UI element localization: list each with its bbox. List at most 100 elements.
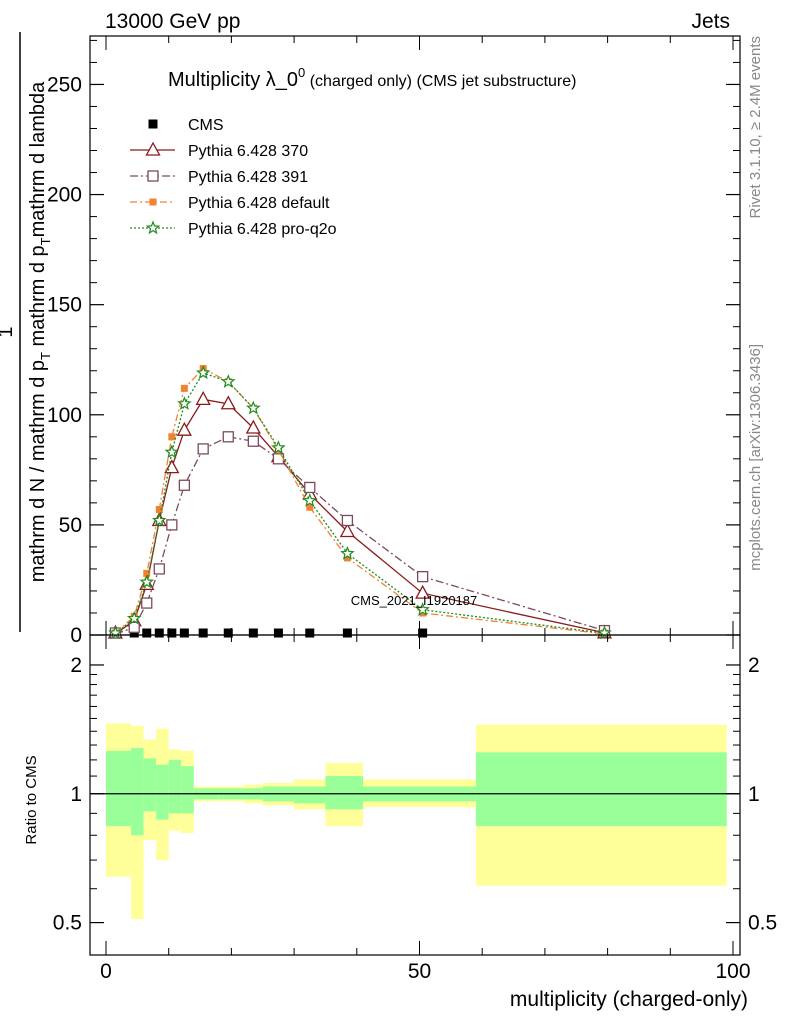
data-point — [139, 574, 155, 589]
chart-title-sup: 0 — [298, 65, 305, 80]
series-cms — [110, 628, 428, 638]
stat-uncertainty-band — [168, 759, 182, 814]
ratio-x-tick-label: 0 — [100, 960, 112, 983]
data-point — [154, 628, 164, 638]
stat-uncertainty-band — [131, 747, 144, 836]
data-point — [142, 628, 152, 638]
data-point — [247, 435, 259, 447]
data-point — [168, 433, 176, 441]
data-point — [164, 444, 180, 459]
data-point — [305, 628, 315, 638]
data-point — [128, 621, 140, 633]
data-point — [223, 628, 233, 638]
series-line — [114, 367, 605, 635]
ratio-y-tick-label: 1 — [70, 783, 82, 806]
data-point — [141, 597, 153, 609]
data-point — [415, 602, 430, 616]
data-point — [343, 554, 351, 562]
data-point — [415, 584, 431, 599]
data-point — [180, 384, 188, 392]
main-y-tick-label: 50 — [59, 514, 82, 537]
data-point — [179, 628, 189, 638]
ratio-panel-frame — [89, 634, 741, 956]
data-point — [178, 479, 191, 491]
data-point — [145, 220, 161, 235]
legend-entry: Pythia 6.428 391 — [130, 169, 308, 186]
main-y-tick-label: 100 — [47, 404, 82, 427]
data-point — [222, 431, 234, 443]
ratio-x-tick-label: 100 — [715, 960, 750, 983]
ratio-y-tick-label-right: 1 — [748, 783, 760, 806]
data-point — [145, 141, 161, 156]
data-point — [302, 493, 318, 507]
data-point — [153, 563, 165, 575]
data-point — [197, 443, 209, 455]
main-series — [107, 365, 613, 640]
energy-label: 13000 GeV pp — [105, 10, 240, 33]
data-point — [195, 390, 211, 406]
ratio-y-tick-label: 2 — [70, 654, 82, 677]
main-y-tick-label: 250 — [47, 73, 82, 96]
data-point — [246, 400, 261, 415]
data-point — [248, 628, 258, 638]
data-point — [198, 628, 208, 638]
main-y-label: 1 mathrm d2N mathrm d N / mathrm d pT ma… — [0, 32, 53, 632]
data-point — [271, 440, 286, 455]
legend-label: Pythia 6.428 370 — [188, 143, 308, 160]
stat-uncertainty-band — [325, 776, 364, 810]
data-point — [221, 374, 236, 388]
data-point — [147, 170, 159, 182]
y-label-numerator: mathrm d2N — [0, 351, 3, 457]
data-point — [176, 421, 192, 436]
ratio-y-tick-label-right: 2 — [748, 654, 760, 677]
data-point — [152, 512, 167, 527]
data-point — [149, 198, 157, 206]
x-axis-label: multiplicity (charged-only) — [510, 988, 748, 1011]
ratio-axes: 0.5 0.5 1 1 2 2 0 50 100 — [53, 635, 777, 983]
legend: CMS Pythia 6.428 370 Pythia 6.428 391 Pythi… — [130, 117, 337, 238]
data-point — [195, 365, 211, 380]
ratio-bands — [90, 723, 740, 919]
chart-title: Multiplicity λ_00 (charged only) (CMS je… — [168, 65, 576, 91]
legend-entry: CMS — [148, 117, 224, 134]
data-point — [342, 628, 352, 638]
series-line — [115, 436, 605, 635]
data-point — [416, 570, 429, 583]
main-y-tick-label: 150 — [47, 294, 82, 317]
y-label-denominator: mathrm d N / mathrm d pT mathrm d pTmath… — [27, 81, 53, 582]
data-point — [167, 628, 177, 638]
legend-entry: Pythia 6.428 default — [130, 195, 330, 212]
data-point — [418, 628, 428, 638]
stat-uncertainty-band — [106, 750, 132, 827]
data-point — [273, 628, 283, 638]
stat-uncertainty-band — [143, 758, 157, 812]
data-point — [148, 119, 158, 129]
data-point — [339, 523, 355, 538]
main-y-tick-label: 0 — [70, 624, 82, 647]
chart-title-main: Multiplicity λ_0 — [168, 69, 298, 91]
stat-uncertainty-band — [156, 764, 169, 820]
rivet-label: Rivet 3.1.10, ≥ 2.4M events — [747, 36, 764, 219]
data-point — [220, 395, 236, 410]
data-point — [177, 396, 192, 410]
watermark-label: CMS_2021_I1920187 — [351, 593, 478, 608]
ratio-x-tick-label: 50 — [408, 960, 431, 983]
main-axes: 0 50 100 150 200 250 — [47, 36, 740, 647]
legend-entry: Pythia 6.428 370 — [130, 141, 308, 160]
data-point — [126, 610, 142, 625]
stat-uncertainty-band — [294, 786, 326, 804]
ratio-y-tick-label-right: 0.5 — [748, 912, 777, 935]
category-label: Jets — [691, 10, 730, 33]
ratio-y-tick-label: 0.5 — [53, 912, 82, 935]
data-point — [245, 419, 261, 434]
mcplots-label: mcplots.cern.ch [arXiv:1306.3436] — [747, 344, 764, 571]
main-y-tick-label: 200 — [47, 184, 82, 207]
legend-entry: Pythia 6.428 pro-q2o — [130, 220, 337, 238]
series-pythia-6-428-pro-q2o — [108, 365, 612, 640]
chart-title-rest: (charged only) (CMS jet substructure) — [305, 73, 576, 90]
data-point — [304, 481, 316, 494]
stat-uncertainty-band — [181, 766, 194, 814]
legend-label: Pythia 6.428 pro-q2o — [188, 221, 337, 238]
